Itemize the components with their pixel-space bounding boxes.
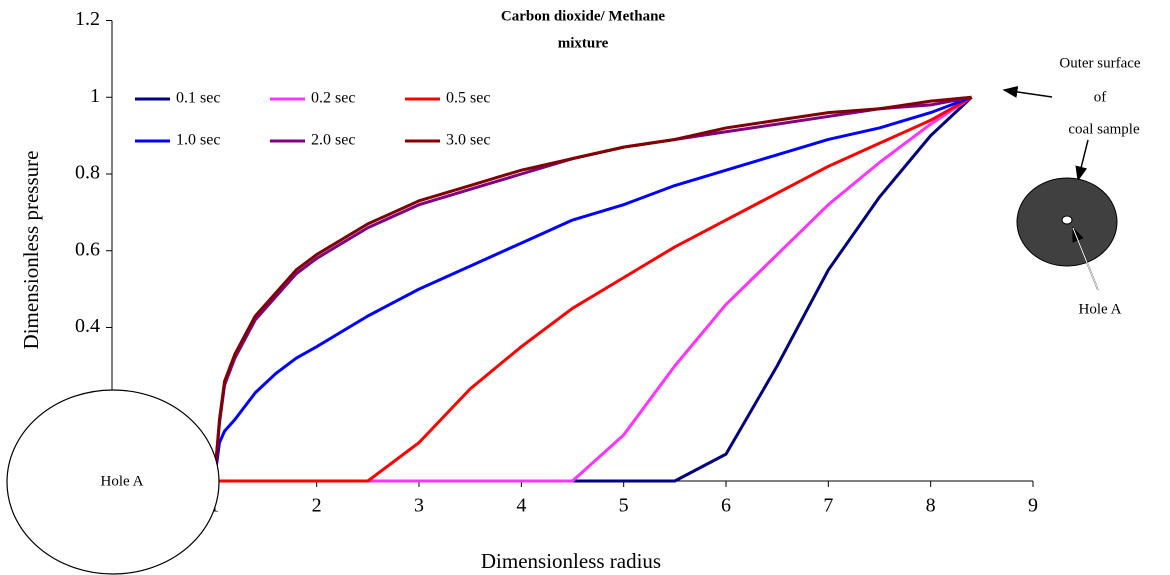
legend-label: 2.0 sec [311,132,355,149]
arrow [1075,139,1089,182]
legend-label: 0.1 sec [176,90,220,107]
y-tick-label: 1 [90,85,100,107]
hole-circle [6,389,220,575]
series-line [214,95,973,483]
x-tick-label: 2 [312,495,322,517]
legend-label: 0.2 sec [311,90,355,107]
series-line [212,95,972,482]
annotation: Hole A [1079,301,1122,317]
arrow [1072,227,1099,291]
series-line [212,95,972,482]
x-tick-label: 9 [1028,495,1038,517]
x-tick-label: 4 [516,495,526,517]
chart-title: Carbon dioxide/ Methane [501,8,666,24]
series-line [212,95,973,482]
chart-title: mixture [558,35,609,51]
annotation: of [1094,89,1107,105]
y-tick-label: 0.4 [75,315,100,337]
y-tick-label: 1.2 [75,8,100,30]
legend-label: 3.0 sec [446,132,490,149]
x-tick-label: 8 [926,495,936,517]
y-axis-label: Dimensionless pressure [19,151,43,350]
legend-label: 1.0 sec [176,132,220,149]
y-tick-label: 0.8 [75,162,100,184]
hole [1061,215,1073,225]
annotation: coal sample [1068,121,1140,137]
x-tick-label: 5 [619,495,629,517]
x-tick-label: 7 [823,495,833,517]
arrow [1002,86,1053,98]
annotation: Outer surface [1059,55,1141,71]
y-tick-label: 0.6 [75,238,100,260]
x-tick-label: 6 [721,495,731,517]
x-tick-label: 3 [414,495,424,517]
legend-label: 0.5 sec [446,90,490,107]
hole-label: Hole A [101,473,144,489]
x-axis-label: Dimensionless radius [481,549,661,573]
